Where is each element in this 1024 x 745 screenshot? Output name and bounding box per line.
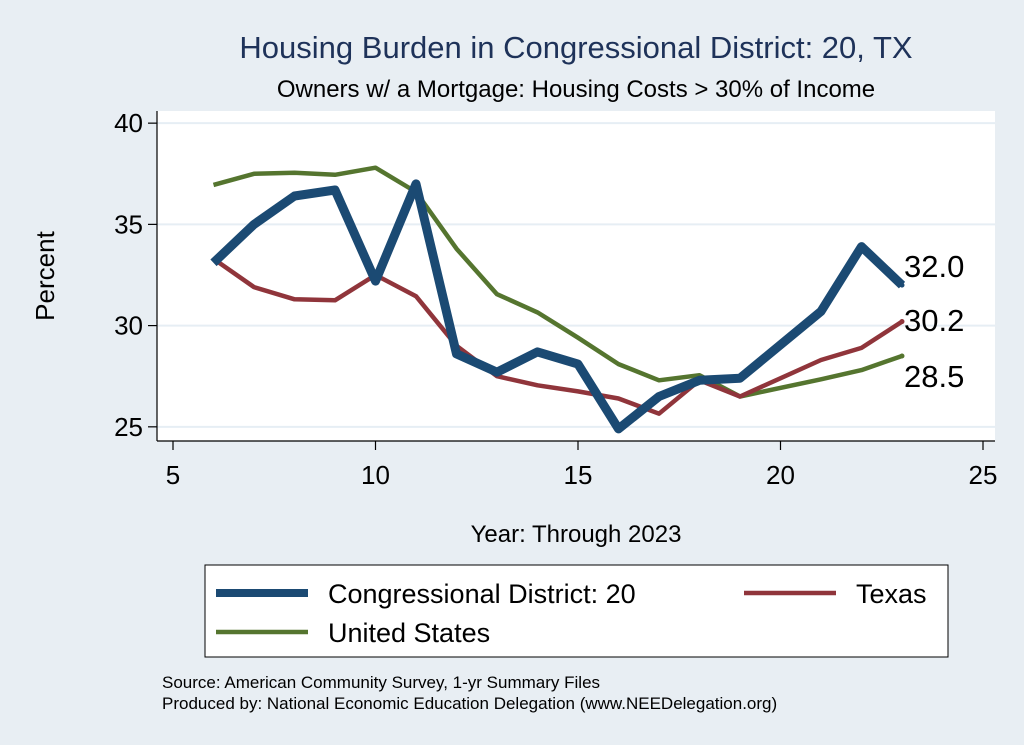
end-point-1 xyxy=(899,319,905,325)
y-tick-label: 35 xyxy=(114,209,143,239)
x-tick-label: 5 xyxy=(166,460,180,490)
legend-label-1: Texas xyxy=(856,579,927,609)
chart-title: Housing Burden in Congressional District… xyxy=(239,30,912,65)
end-label-2: 28.5 xyxy=(904,359,964,394)
chart-subtitle: Owners w/ a Mortgage: Housing Costs > 30… xyxy=(277,76,875,103)
legend-label-2: United States xyxy=(328,618,490,648)
y-axis-label: Percent xyxy=(30,230,60,320)
source-note: Source: American Community Survey, 1-yr … xyxy=(162,673,600,692)
x-axis-label: Year: Through 2023 xyxy=(471,521,682,548)
plot-area xyxy=(157,111,995,441)
legend-label-0: Congressional District: 20 xyxy=(328,579,636,609)
end-label-1: 30.2 xyxy=(904,303,964,338)
y-tick-label: 40 xyxy=(114,108,143,138)
x-tick-label: 20 xyxy=(766,460,795,490)
x-tick-label: 25 xyxy=(969,460,998,490)
y-tick-label: 30 xyxy=(114,311,143,341)
series-line-0 xyxy=(210,179,906,434)
end-point-0 xyxy=(899,282,905,288)
series-line-2 xyxy=(212,165,903,399)
producer-note: Produced by: National Economic Education… xyxy=(162,694,777,713)
end-labels: 32.0 30.2 28.5 xyxy=(899,249,964,394)
series-layer xyxy=(210,165,906,434)
x-tick-label: 15 xyxy=(564,460,593,490)
x-tick-label: 10 xyxy=(361,460,390,490)
series-line-1 xyxy=(212,256,904,416)
y-tick-label: 25 xyxy=(114,412,143,442)
legend-box xyxy=(204,564,949,658)
end-label-0: 32.0 xyxy=(904,249,964,284)
end-point-2 xyxy=(899,353,905,359)
axes: 25 30 35 40 5 10 15 20 25 xyxy=(114,108,997,490)
legend: Congressional District: 20 Texas United St… xyxy=(216,579,927,648)
gridlines xyxy=(157,122,995,428)
